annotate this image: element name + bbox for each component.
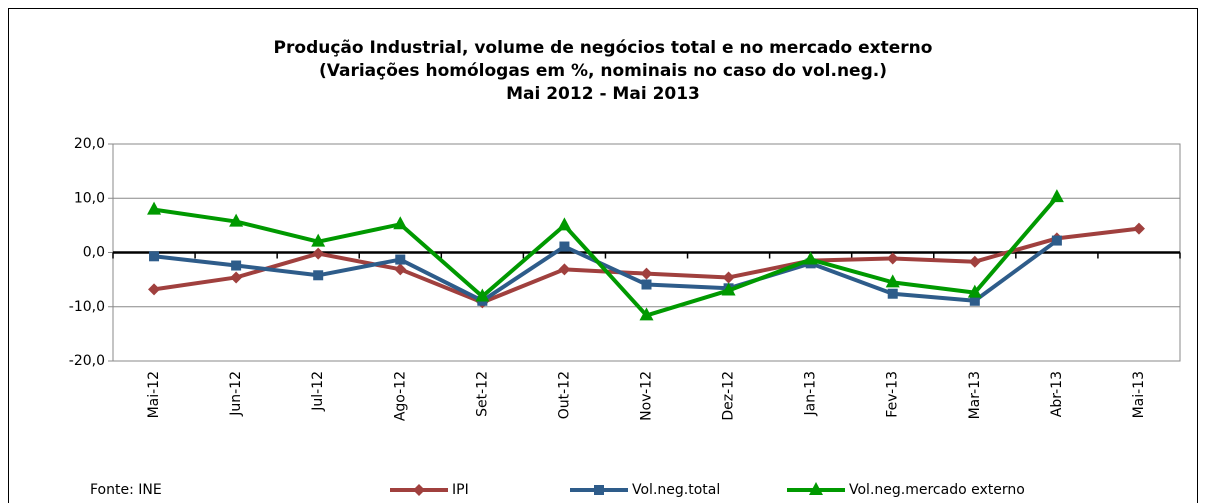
marker bbox=[1049, 189, 1064, 203]
x-tick-label: Fev-13 bbox=[885, 371, 901, 418]
marker bbox=[311, 233, 326, 247]
marker bbox=[967, 284, 982, 298]
y-tick-label: -20,0 bbox=[69, 353, 105, 369]
y-tick-label: 10,0 bbox=[74, 190, 105, 206]
marker bbox=[312, 247, 325, 260]
y-tick-label: 20,0 bbox=[74, 136, 105, 152]
marker bbox=[1051, 235, 1062, 246]
marker bbox=[557, 217, 572, 231]
y-tick-label: -10,0 bbox=[69, 299, 105, 315]
marker bbox=[968, 255, 981, 268]
marker bbox=[231, 260, 242, 271]
x-tick-label: Abr-13 bbox=[1049, 371, 1065, 417]
source-note: Fonte: INE bbox=[90, 482, 162, 498]
marker bbox=[475, 288, 490, 302]
x-tick-label: Mai-12 bbox=[146, 371, 162, 418]
marker bbox=[803, 251, 818, 265]
legend-marker bbox=[413, 484, 425, 496]
marker bbox=[394, 263, 407, 276]
marker bbox=[147, 201, 162, 215]
marker bbox=[395, 254, 406, 265]
x-tick-label: Jun-12 bbox=[228, 371, 244, 417]
x-tick-label: Jan-13 bbox=[803, 371, 819, 416]
marker bbox=[640, 267, 653, 280]
marker bbox=[558, 263, 571, 276]
chart-border bbox=[8, 8, 1198, 503]
y-tick-label: 0,0 bbox=[83, 245, 105, 261]
x-tick-label: Dez-12 bbox=[721, 371, 737, 421]
legend-marker bbox=[594, 485, 604, 495]
marker bbox=[230, 271, 243, 284]
marker bbox=[559, 241, 570, 252]
marker bbox=[313, 270, 324, 281]
legend-marker bbox=[809, 482, 823, 495]
marker bbox=[885, 274, 900, 288]
x-tick-label: Jul-12 bbox=[310, 371, 326, 412]
marker bbox=[887, 288, 898, 299]
x-tick-label: Mar-13 bbox=[967, 371, 983, 419]
legend-label: Vol.neg.mercado externo bbox=[849, 482, 1025, 498]
marker bbox=[148, 283, 161, 296]
marker bbox=[721, 282, 736, 296]
x-tick-label: Ago-12 bbox=[392, 371, 408, 421]
x-tick-label: Mai-13 bbox=[1131, 371, 1147, 418]
marker bbox=[722, 271, 735, 284]
marker bbox=[149, 251, 160, 262]
chart-title: (Variações homólogas em %, nominais no c… bbox=[319, 61, 887, 81]
chart-title: Mai 2012 - Mai 2013 bbox=[506, 84, 700, 104]
x-tick-label: Out-12 bbox=[556, 371, 572, 419]
marker bbox=[229, 213, 244, 227]
series-line bbox=[153, 195, 1059, 318]
marker bbox=[1132, 222, 1145, 235]
legend-label: Vol.neg.total bbox=[632, 482, 720, 498]
x-tick-label: Nov-12 bbox=[639, 371, 655, 421]
marker bbox=[886, 252, 899, 265]
x-tick-label: Set-12 bbox=[474, 371, 490, 417]
marker bbox=[393, 216, 408, 230]
chart-title: Produção Industrial, volume de negócios … bbox=[274, 38, 933, 58]
series-line bbox=[153, 238, 1059, 303]
marker bbox=[969, 295, 980, 306]
marker bbox=[639, 307, 654, 321]
marker bbox=[641, 279, 652, 290]
legend-label: IPI bbox=[452, 482, 469, 498]
